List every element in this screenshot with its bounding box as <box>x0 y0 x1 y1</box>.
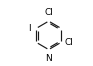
Text: Cl: Cl <box>44 8 53 17</box>
Text: Cl: Cl <box>65 38 74 47</box>
Text: I: I <box>28 24 30 33</box>
Text: N: N <box>45 54 52 63</box>
